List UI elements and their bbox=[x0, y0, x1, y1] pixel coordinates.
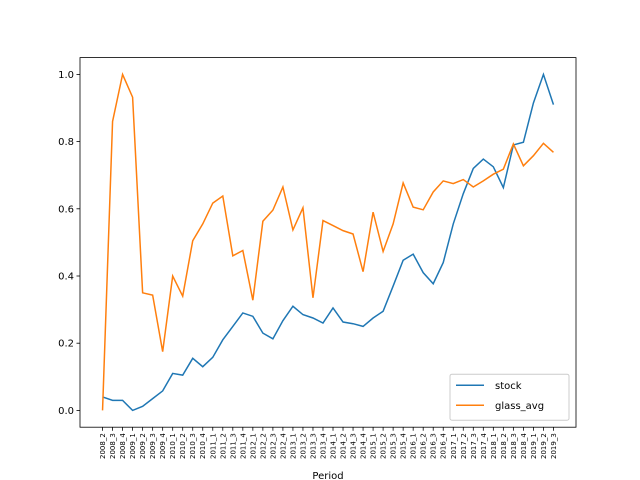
plot-frame bbox=[79, 57, 577, 428]
x-tick-label: 2014_2 bbox=[340, 433, 348, 459]
x-tick-label: 2008_4 bbox=[119, 433, 127, 459]
x-tick-label: 2019_1 bbox=[530, 433, 538, 459]
y-tick-label: 0.6 bbox=[58, 204, 74, 215]
x-tick-label: 2019_2 bbox=[540, 433, 548, 459]
x-tick-label: 2018_2 bbox=[500, 433, 508, 459]
x-tick-label: 2011_4 bbox=[239, 433, 247, 459]
x-tick-label: 2011_3 bbox=[229, 433, 237, 459]
x-tick-label: 2016_4 bbox=[440, 433, 448, 459]
x-tick-label: 2017_4 bbox=[480, 433, 488, 459]
x-tick-label: 2016_1 bbox=[410, 433, 418, 459]
y-tick-label: 1.0 bbox=[58, 70, 74, 81]
x-tick-label: 2012_2 bbox=[259, 433, 267, 459]
y-tick-label: 0.4 bbox=[58, 272, 74, 283]
x-tick-label: 2012_1 bbox=[249, 433, 257, 459]
x-tick-label: 2010_3 bbox=[189, 433, 197, 459]
x-tick-label: 2015_3 bbox=[390, 433, 398, 459]
legend-label: stock bbox=[495, 381, 522, 392]
x-tick-label: 2018_3 bbox=[510, 433, 518, 459]
x-tick-label: 2017_2 bbox=[460, 433, 468, 459]
x-tick-label: 2016_2 bbox=[420, 433, 428, 459]
x-tick-label: 2009_3 bbox=[149, 433, 157, 459]
x-tick-label: 2013_3 bbox=[309, 433, 317, 459]
line-series bbox=[102, 72, 555, 412]
x-tick-label: 2010_1 bbox=[169, 433, 177, 459]
x-tick-label: 2011_2 bbox=[219, 433, 227, 459]
x-tick-label: 2013_2 bbox=[299, 433, 307, 459]
x-tick-label: 2015_1 bbox=[370, 433, 378, 459]
x-tick-label: 2017_3 bbox=[470, 433, 478, 459]
x-tick-label: 2008_2 bbox=[99, 433, 107, 459]
x-tick-label: 2013_1 bbox=[289, 433, 297, 459]
x-tick-label: 2014_4 bbox=[360, 433, 368, 459]
x-tick-label: 2008_3 bbox=[109, 433, 117, 459]
y-tick-label: 0.2 bbox=[58, 339, 74, 350]
x-tick-label: 2019_3 bbox=[550, 433, 558, 459]
x-tick-label: 2018_1 bbox=[490, 433, 498, 459]
x-tick-label: 2015_4 bbox=[400, 433, 408, 459]
x-tick-label: 2011_1 bbox=[209, 433, 217, 459]
x-tick-label: 2017_1 bbox=[450, 433, 458, 459]
x-tick-label: 2009_1 bbox=[129, 433, 137, 459]
legend-label: glass_avg bbox=[495, 401, 544, 412]
x-tick-label: 2010_2 bbox=[179, 433, 187, 459]
x-tick-label: 2009_2 bbox=[139, 433, 147, 459]
x-tick-label: 2016_3 bbox=[430, 433, 438, 459]
y-tick-label: 0.0 bbox=[58, 406, 74, 417]
x-tick-label: 2014_1 bbox=[330, 433, 338, 459]
x-tick-label: 2018_4 bbox=[520, 433, 528, 459]
x-tick-label: 2012_4 bbox=[279, 433, 287, 459]
x-tick-label: 2009_4 bbox=[159, 433, 167, 459]
x-tick-label: 2010_4 bbox=[199, 433, 207, 459]
y-tick-label: 0.8 bbox=[58, 137, 74, 148]
x-tick-label: 2013_4 bbox=[319, 433, 327, 459]
x-tick-label: 2015_2 bbox=[380, 433, 388, 459]
x-tick-label: 2014_3 bbox=[350, 433, 358, 459]
x-tick-label: 2012_3 bbox=[269, 433, 277, 459]
line-series bbox=[101, 71, 554, 411]
x-axis-label: Period bbox=[312, 471, 343, 480]
